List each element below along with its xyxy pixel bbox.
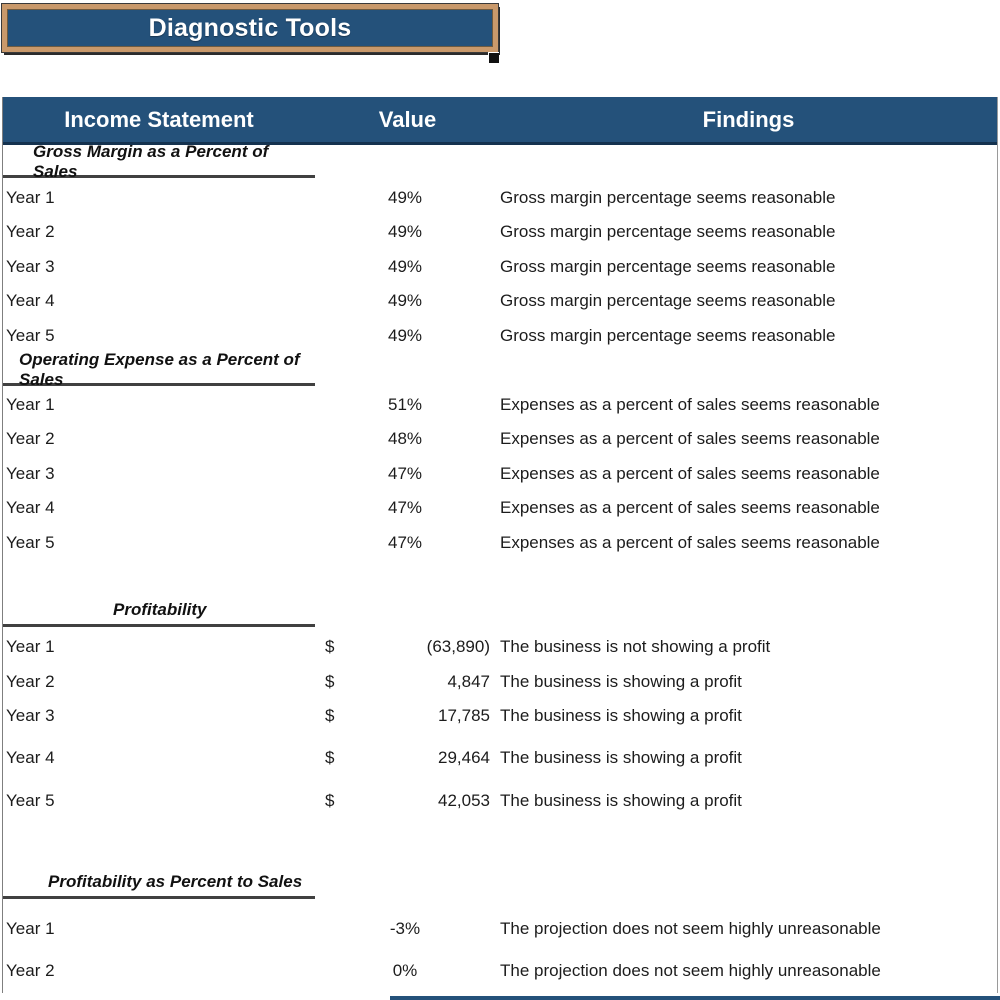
table-row: Year 5 47% Expenses as a percent of sales … xyxy=(3,526,997,560)
section-heading: Profitability as Percent to Sales xyxy=(3,867,315,899)
section-heading: Profitability xyxy=(3,596,315,627)
column-header-value: Value xyxy=(378,106,437,132)
table-row: Year 1 -3% The projection does not seem hi… xyxy=(3,908,997,950)
row-currency-symbol: $ xyxy=(325,791,335,810)
row-finding: The business is showing a profit xyxy=(500,791,742,810)
row-value: 4,847 xyxy=(447,672,490,691)
row-value: 49% xyxy=(387,257,423,276)
row-finding: Gross margin percentage seems reasonable xyxy=(500,291,836,310)
table-row: Year 3 49% Gross margin percentage seems r… xyxy=(3,250,997,284)
row-value: 48% xyxy=(387,429,423,448)
row-currency-symbol: $ xyxy=(325,672,335,691)
table-row: Year 2 $4,847 The business is showing a pr… xyxy=(3,665,997,699)
selection-handle[interactable] xyxy=(488,52,499,63)
row-finding: The business is showing a profit xyxy=(500,748,742,767)
row-label: Year 1 xyxy=(6,395,55,414)
row-label: Year 3 xyxy=(6,706,55,725)
next-section-header-edge xyxy=(390,996,1000,1000)
row-label: Year 2 xyxy=(6,222,55,241)
row-value: 0% xyxy=(392,961,418,980)
row-currency-symbol: $ xyxy=(325,706,335,725)
table-left-border xyxy=(2,97,3,993)
table-row: Year 3 $17,785 The business is showing a p… xyxy=(3,699,997,733)
table-row: Year 4 47% Expenses as a percent of sales … xyxy=(3,491,997,525)
table-row: Year 1 51% Expenses as a percent of sales … xyxy=(3,388,997,422)
table-row: Year 1 $ (63,890) The business is not showi… xyxy=(3,630,997,664)
row-value: 51% xyxy=(387,395,423,414)
row-label: Year 1 xyxy=(6,919,55,938)
row-label: Year 4 xyxy=(6,291,55,310)
row-label: Year 2 xyxy=(6,672,55,691)
table-row: Year 2 0% The projection does not seem hig… xyxy=(3,950,997,992)
row-finding: Gross margin percentage seems reasonable xyxy=(500,257,836,276)
row-finding: Expenses as a percent of sales seems rea… xyxy=(500,498,880,517)
row-finding: Gross margin percentage seems reasonable xyxy=(500,326,836,345)
diagnostic-tools-button-label: Diagnostic Tools xyxy=(148,13,352,42)
row-label: Year 2 xyxy=(6,429,55,448)
row-value: 49% xyxy=(387,188,423,207)
table-row: Year 5 $42,053 The business is showing a p… xyxy=(3,780,997,822)
row-finding: Expenses as a percent of sales seems rea… xyxy=(500,464,880,483)
row-label: Year 5 xyxy=(6,791,55,810)
row-finding: The projection does not seem highly unre… xyxy=(500,919,881,938)
row-value: 49% xyxy=(387,222,423,241)
row-finding: Gross margin percentage seems reasonable xyxy=(500,188,836,207)
row-finding: Expenses as a percent of sales seems rea… xyxy=(500,533,880,552)
row-value: 47% xyxy=(387,533,423,552)
row-finding: Expenses as a percent of sales seems rea… xyxy=(500,429,880,448)
row-label: Year 2 xyxy=(6,961,55,980)
row-label: Year 4 xyxy=(6,748,55,767)
row-value: -3% xyxy=(389,919,421,938)
row-value: 47% xyxy=(387,464,423,483)
row-label: Year 1 xyxy=(6,637,55,656)
row-value: 17,785 xyxy=(438,706,490,725)
table-row: Year 2 49% Gross margin percentage seems r… xyxy=(3,215,997,249)
section-heading: Gross Margin as a Percent of Sales xyxy=(3,142,315,181)
row-label: Year 1 xyxy=(6,188,55,207)
row-value: 47% xyxy=(387,498,423,517)
table-row: Year 2 48% Expenses as a percent of sales … xyxy=(3,422,997,456)
row-value: 49% xyxy=(387,291,423,310)
row-finding: The business is showing a profit xyxy=(500,706,742,725)
row-currency-symbol: $ xyxy=(325,637,335,656)
row-value: 29,464 xyxy=(438,748,490,767)
row-label: Year 3 xyxy=(6,464,55,483)
section-heading: Operating Expense as a Percent of Sales xyxy=(3,350,315,389)
row-finding: Expenses as a percent of sales seems rea… xyxy=(500,395,880,414)
table-row: Year 4 $29,464 The business is showing a p… xyxy=(3,737,997,779)
row-finding: The business is showing a profit xyxy=(500,672,742,691)
column-header-findings: Findings xyxy=(702,106,795,132)
column-header-income-statement: Income Statement xyxy=(64,106,254,132)
row-value: 42,053 xyxy=(438,791,490,810)
row-finding: The projection does not seem highly unre… xyxy=(500,961,881,980)
row-label: Year 5 xyxy=(6,533,55,552)
table-right-border xyxy=(997,97,998,993)
row-label: Year 3 xyxy=(6,257,55,276)
row-finding: The business is not showing a profit xyxy=(500,637,771,656)
table-row: Year 5 49% Gross margin percentage seems r… xyxy=(3,319,997,353)
row-value: 49% xyxy=(387,326,423,345)
row-label: Year 4 xyxy=(6,498,55,517)
table-header-row: Income Statement Value Findings xyxy=(2,97,998,145)
row-currency-symbol: $ xyxy=(325,748,335,767)
row-value: (63,890) xyxy=(426,637,490,656)
table-row: Year 1 49% Gross margin percentage seems r… xyxy=(3,181,997,215)
diagnostic-tools-button[interactable]: Diagnostic Tools xyxy=(1,3,499,53)
row-label: Year 5 xyxy=(6,326,55,345)
table-row: Year 4 49% Gross margin percentage seems r… xyxy=(3,284,997,318)
row-finding: Gross margin percentage seems reasonable xyxy=(500,222,836,241)
table-row: Year 3 47% Expenses as a percent of sales … xyxy=(3,457,997,491)
